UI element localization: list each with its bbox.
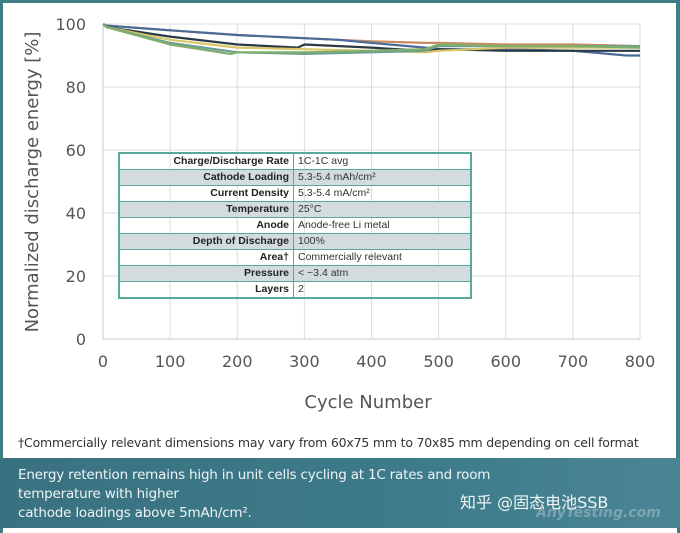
- spec-value: 1C-1C avg: [293, 152, 472, 170]
- y-tick-label: 80: [66, 78, 86, 97]
- x-axis-label: Cycle Number: [304, 392, 432, 413]
- x-tick-label: 800: [625, 352, 656, 371]
- spec-value: Commercially relevant: [293, 249, 472, 266]
- spec-value: 5.3-5.4 mAh/cm²: [293, 169, 472, 186]
- spec-label: Current Density: [118, 185, 294, 202]
- caption-line-1: Energy retention remains high in unit ce…: [18, 467, 491, 502]
- spec-value: 100%: [293, 233, 472, 250]
- caption-bar: [0, 458, 680, 528]
- spec-table: Charge/Discharge Rate 1C-1C avg Cathode Lo…: [118, 152, 472, 299]
- spec-label: Depth of Discharge: [118, 233, 294, 250]
- y-axis-label: Normalized discharge energy [%]: [22, 32, 43, 333]
- spec-row: Layers 2: [118, 281, 472, 299]
- x-tick-label: 400: [356, 352, 387, 371]
- x-tick-label: 100: [155, 352, 186, 371]
- x-tick-label: 600: [490, 352, 521, 371]
- x-tick-label: 500: [423, 352, 454, 371]
- frame-right-edge: [676, 0, 680, 460]
- y-tick-label: 60: [66, 141, 86, 160]
- x-tick-label: 0: [98, 352, 108, 371]
- spec-label: Pressure: [118, 265, 294, 282]
- x-tick-label: 300: [289, 352, 320, 371]
- series-lines: [102, 23, 641, 57]
- site-watermark: AnyTesting.com: [536, 505, 661, 521]
- zhihu-watermark: 知乎 @固态电池SSB: [460, 493, 609, 512]
- spec-label: Anode: [118, 217, 294, 234]
- x-tick-labels: 0 100 200 300 400 500 600 700 800: [98, 352, 655, 371]
- spec-label: Temperature: [118, 201, 294, 218]
- spec-row: Depth of Discharge 100%: [118, 233, 472, 250]
- y-tick-label: 20: [66, 267, 86, 286]
- spec-value: 25°C: [293, 201, 472, 218]
- spec-row: Current Density 5.3-5.4 mA/cm²: [118, 185, 472, 202]
- spec-label: Layers: [118, 281, 294, 299]
- spec-row: Anode Anode-free Li metal: [118, 217, 472, 234]
- spec-label: Charge/Discharge Rate: [118, 152, 294, 170]
- y-tick-label: 0: [76, 330, 86, 349]
- y-tick-label: 40: [66, 204, 86, 223]
- series-line-cell-green: [102, 23, 641, 56]
- x-tick-label: 700: [558, 352, 589, 371]
- y-tick-label: 100: [55, 15, 86, 34]
- spec-value: 5.3-5.4 mA/cm²: [293, 185, 472, 202]
- spec-row: Cathode Loading 5.3-5.4 mAh/cm²: [118, 169, 472, 186]
- spec-row: Temperature 25°C: [118, 201, 472, 218]
- spec-label: Cathode Loading: [118, 169, 294, 186]
- chart: 0 20 40 60 80 100 0 100 200 300 400 500 600 700 800 C…: [22, 15, 655, 413]
- spec-label: Area†: [118, 249, 294, 266]
- spec-row: Area† Commercially relevant: [118, 249, 472, 266]
- spec-row: Charge/Discharge Rate 1C-1C avg: [118, 152, 472, 170]
- spec-row: Pressure < ~3.4 atm: [118, 265, 472, 282]
- spec-value: Anode-free Li metal: [293, 217, 472, 234]
- caption: Energy retention remains high in unit ce…: [18, 466, 518, 523]
- spec-value: 2: [293, 281, 472, 299]
- y-tick-labels: 0 20 40 60 80 100: [55, 15, 86, 349]
- footnote: †Commercially relevant dimensions may va…: [18, 435, 639, 450]
- series-line-cell-black: [102, 23, 640, 52]
- caption-line-2: cathode loadings above 5mAh/cm².: [18, 505, 252, 521]
- x-tick-label: 200: [222, 352, 253, 371]
- spec-value: < ~3.4 atm: [293, 265, 472, 282]
